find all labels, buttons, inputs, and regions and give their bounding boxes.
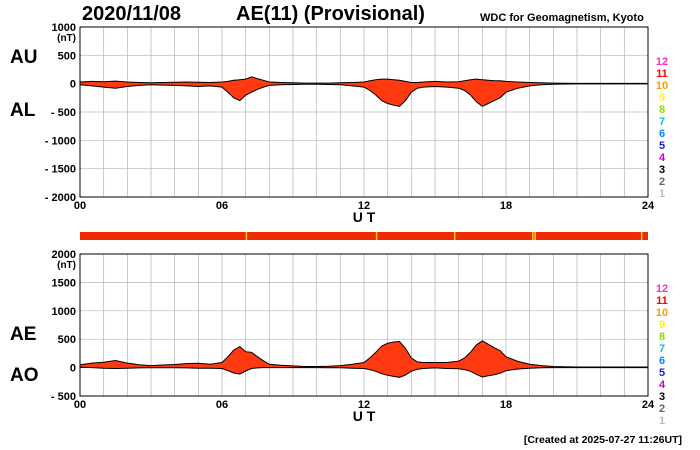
station-count-legend-item: 5 (659, 367, 665, 379)
ae-ao-panel (79, 253, 649, 397)
station-count-legend-item: 6 (659, 355, 665, 367)
x-tick-label: 18 (500, 399, 512, 411)
station-count-legend-item: 4 (659, 152, 666, 164)
station-count-legend-item: 10 (656, 307, 668, 319)
y-tick-label: 1000 (52, 306, 76, 318)
chart-date: 2020/11/08 (82, 3, 181, 25)
x-tick-label: 12 (358, 399, 370, 411)
y-tick-label: 0 (70, 363, 76, 375)
station-count-legend-item: 9 (659, 92, 665, 104)
data-coverage-marker (375, 232, 378, 240)
y-tick-label: - 1500 (45, 164, 76, 176)
y-tick-label: 0 (70, 79, 76, 91)
station-count-legend-item: 11 (656, 295, 668, 307)
data-coverage-marker (245, 232, 248, 240)
y-axis-unit: (nT) (57, 260, 76, 271)
y-tick-label: - 500 (51, 107, 76, 119)
series-line-ae (79, 340, 648, 368)
x-tick-label: 24 (642, 200, 655, 212)
plot-frame (79, 253, 649, 397)
series-label-al: AL (10, 100, 36, 121)
y-tick-label: 1500 (52, 277, 76, 289)
data-coverage-marker (640, 232, 643, 240)
y-tick-label: 500 (58, 50, 76, 62)
data-coverage-bar (80, 232, 648, 240)
station-count-legend-item: 1 (659, 188, 665, 200)
au-al-area (80, 76, 648, 107)
y-tick-label: - 1000 (45, 135, 76, 147)
x-tick-label: 06 (216, 399, 228, 411)
series-line-ao (79, 366, 648, 378)
data-coverage-marker (532, 232, 534, 240)
station-count-legend-item: 1 (659, 415, 665, 427)
y-tick-label: 2000 (52, 249, 76, 261)
station-count-legend-item: 3 (659, 164, 665, 176)
plot-frame (79, 26, 649, 198)
x-tick-label: 18 (500, 200, 512, 212)
created-timestamp: [Created at 2025-07-27 11:26UT] (523, 434, 682, 446)
series-line-al (79, 83, 648, 107)
station-count-legend-item: 7 (659, 343, 665, 355)
station-count-legend-item: 9 (659, 319, 665, 331)
data-coverage-marker (453, 232, 456, 240)
organization-label: WDC for Geomagnetism, Kyoto (480, 12, 644, 24)
station-count-legend-item: 2 (659, 403, 665, 415)
station-count-legend-item: 10 (656, 80, 668, 92)
y-tick-label: - 2000 (45, 192, 76, 204)
station-count-legend-item: 12 (656, 283, 668, 295)
station-count-legend-item: 7 (659, 116, 665, 128)
station-count-legend-item: 12 (656, 56, 668, 68)
station-count-legend-item: 8 (659, 104, 665, 116)
au-al-panel (79, 26, 649, 198)
x-axis-title: U T (353, 209, 376, 225)
series-label-ao: AO (10, 365, 39, 386)
data-coverage-marker (534, 232, 536, 240)
x-tick-label: 12 (358, 200, 370, 212)
x-tick-label: 00 (74, 399, 86, 411)
station-count-legend-item: 5 (659, 140, 665, 152)
x-axis-title: U T (353, 408, 376, 424)
station-count-legend-item: 4 (659, 379, 666, 391)
x-tick-label: 06 (216, 200, 228, 212)
y-tick-label: 1000 (52, 22, 76, 34)
y-axis-unit: (nT) (57, 33, 76, 44)
y-tick-label: - 500 (51, 391, 76, 403)
x-tick-label: 24 (642, 399, 655, 411)
series-line-au (79, 76, 648, 84)
station-count-legend-item: 11 (656, 68, 668, 80)
y-tick-label: 500 (58, 334, 76, 346)
station-count-legend-item: 2 (659, 176, 665, 188)
x-tick-label: 00 (74, 200, 86, 212)
station-count-legend-item: 3 (659, 391, 665, 403)
series-label-au: AU (10, 47, 37, 68)
series-label-ae: AE (10, 324, 36, 345)
station-count-legend-item: 8 (659, 331, 665, 343)
chart-title: AE(11) (Provisional) (236, 3, 425, 25)
station-count-legend-item: 6 (659, 128, 665, 140)
